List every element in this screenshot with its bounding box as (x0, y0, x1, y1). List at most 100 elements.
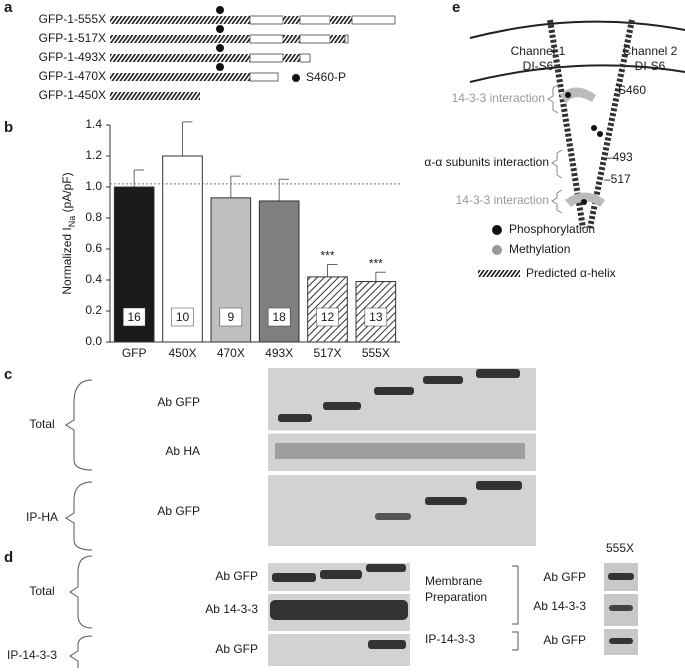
panel-label: d (4, 549, 13, 566)
annotation: 14-3-3 interaction (456, 193, 549, 207)
x-tick-label: 517X (313, 346, 341, 360)
brace (65, 481, 93, 551)
significance: *** (320, 249, 334, 263)
protein (560, 87, 596, 103)
group-label: Total (29, 584, 54, 598)
bracket (547, 84, 559, 114)
x-tick-label: 493X (265, 346, 293, 360)
panel-a: GFP-1-555X GFP-1-517X GFP-1-493X GFP-1-470X… (39, 6, 396, 102)
n-label: 16 (127, 310, 141, 324)
bracket (551, 189, 563, 214)
band (366, 564, 406, 572)
domain (299, 34, 331, 44)
annotation: –493 (606, 150, 633, 164)
annotation: 14-3-3 interaction (452, 91, 545, 105)
helix (110, 16, 250, 24)
channel-label: DI-S6 (635, 59, 666, 73)
panel-b: 0.0 0.2 0.4 0.6 0.8 1.0 1.2 1.4 Normalized INa (… (60, 117, 400, 360)
helix (330, 16, 352, 24)
membrane (469, 64, 685, 83)
x-tick-label: 450X (168, 346, 196, 360)
group-label: IP-14-3-3 (7, 648, 57, 662)
site (591, 125, 597, 131)
y-tick-label: 0.2 (85, 303, 102, 317)
n-label: 9 (227, 310, 234, 324)
domain (249, 34, 284, 44)
helix (110, 92, 200, 100)
band (374, 387, 414, 395)
n-label-box (122, 307, 146, 327)
side-label: Membrane (425, 574, 483, 588)
y-axis-label-part: Normalized I (60, 227, 74, 294)
panel-label: a (4, 0, 13, 16)
band (272, 573, 316, 582)
channel-label: Channel 2 (623, 44, 678, 58)
band (476, 481, 522, 490)
band (275, 443, 525, 459)
construct-label: GFP-1-470X (39, 69, 106, 83)
domain (351, 15, 396, 25)
domain (249, 53, 284, 63)
phospho-site (216, 6, 224, 14)
brace (69, 555, 93, 629)
blot-label: Ab 14-3-3 (205, 602, 258, 616)
n-label: 13 (369, 310, 383, 324)
site (597, 131, 603, 137)
legend-dot (292, 74, 300, 82)
legend-label: Phosphorylation (509, 222, 595, 236)
x-tick-label: 470X (217, 346, 245, 360)
y-tick-label: 0.0 (85, 334, 102, 348)
blot-label: Ab HA (165, 444, 200, 458)
blot-label: Ab GFP (543, 633, 586, 647)
panel-label: b (4, 119, 13, 136)
panel-e (469, 19, 685, 277)
helix (547, 19, 586, 229)
annotation: α-α subunits interaction (424, 155, 549, 169)
y-tick-label: 1.2 (85, 148, 102, 162)
band (608, 573, 634, 580)
n-label-box (171, 307, 194, 327)
bar (210, 197, 252, 343)
construct-label: GFP-1-517X (39, 31, 106, 45)
band (320, 570, 362, 579)
domain (249, 72, 279, 82)
n-label-box (267, 307, 291, 327)
significance: *** (369, 256, 383, 270)
domain (299, 53, 311, 63)
band (375, 513, 411, 520)
membrane (469, 20, 685, 39)
legend-dot (492, 225, 502, 235)
brace (65, 379, 93, 471)
bracket (512, 565, 519, 625)
helix (110, 54, 250, 62)
group-label: IP-HA (26, 510, 58, 524)
y-axis-label-part: Na (67, 216, 77, 228)
panel-label: c (4, 366, 12, 383)
construct-label: GFP-1-493X (39, 50, 106, 64)
channel-label: Channel 1 (511, 44, 566, 58)
blot-label: Ab 14-3-3 (533, 599, 586, 613)
n-label-box (219, 307, 243, 327)
legend-helix (478, 270, 520, 277)
y-axis-label-part: (pA/pF) (60, 172, 74, 215)
panel-letters: a b c d e (4, 0, 460, 566)
domain (344, 34, 349, 44)
band (368, 640, 406, 649)
phospho-site (216, 44, 224, 52)
helix (283, 54, 300, 62)
y-tick-label: 0.8 (85, 210, 102, 224)
panel-c: Ab GFP Ab HA Ab GFP Total IP-HA (26, 368, 536, 551)
helix (283, 35, 300, 43)
band (476, 369, 520, 378)
band (425, 497, 467, 505)
construct-label: GFP-1-555X (39, 12, 106, 26)
legend-label: S460-P (306, 70, 346, 84)
domain (249, 15, 284, 25)
blot-label: Ab GFP (215, 642, 258, 656)
band (423, 376, 463, 384)
y-tick-label: 1.4 (85, 117, 102, 131)
helix (110, 35, 250, 43)
n-label: 18 (272, 310, 286, 324)
bracket (551, 149, 563, 179)
